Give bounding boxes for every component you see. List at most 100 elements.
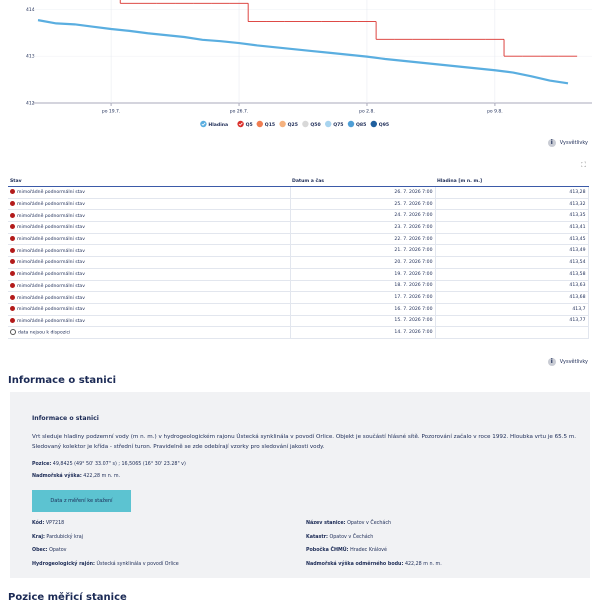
y-tick-label: 414 bbox=[26, 7, 35, 13]
date-cell: 21. 7. 2026 7:00 bbox=[290, 244, 436, 258]
status-icon bbox=[10, 329, 16, 336]
value: Hradec Králové bbox=[350, 548, 387, 553]
legend-swatch bbox=[370, 120, 377, 128]
label: Hydrogeologický rajón: bbox=[32, 561, 95, 567]
value: Opatov bbox=[49, 548, 67, 553]
status-icon bbox=[10, 201, 15, 207]
legend-item[interactable]: Q50 bbox=[302, 120, 321, 128]
section-heading: Pozice měřicí stanice bbox=[8, 592, 127, 603]
status-text: mimořádně podnormální stav bbox=[17, 213, 85, 219]
label: Nadmořská výška: bbox=[32, 474, 82, 479]
status-cell: mimořádně podnormální stav bbox=[8, 233, 291, 246]
value-cell: 413,28 bbox=[435, 186, 589, 199]
legend-item[interactable]: Q5 bbox=[237, 120, 253, 128]
y-tick-label: 412 bbox=[26, 101, 35, 107]
download-button[interactable]: Data z měření ke stažení bbox=[32, 490, 131, 512]
altitude: Nadmořská výška: 422,28 m n. m. bbox=[32, 474, 120, 479]
label: Katastr: bbox=[306, 534, 328, 540]
table-row: mimořádně podnormální stav 25. 7. 2026 7:… bbox=[8, 198, 589, 211]
table-row: mimořádně podnormální stav 20. 7. 2026 7:… bbox=[8, 256, 589, 269]
legend-swatch bbox=[237, 120, 244, 128]
label: Kód: bbox=[32, 521, 45, 526]
date-cell: 23. 7. 2026 7:00 bbox=[290, 221, 436, 234]
status-cell: mimořádně podnormální stav bbox=[8, 315, 291, 328]
info-icon: i bbox=[547, 358, 556, 366]
table-wrap: Stav Datum a čas Hladina [m n. m.] mimořádn… bbox=[8, 176, 589, 339]
header-cell: Hladina [m n. m.] bbox=[435, 176, 588, 187]
legend-item[interactable]: Hladina bbox=[200, 120, 228, 128]
section-heading: Informace o stanici bbox=[8, 375, 117, 386]
legend-swatch bbox=[279, 120, 286, 128]
header-cell: Datum a čas bbox=[290, 176, 435, 187]
value-cell: 413,77 bbox=[435, 315, 589, 328]
x-tick-label: po 26.7. bbox=[230, 109, 249, 115]
label: Název stanice: bbox=[306, 521, 346, 526]
status-text: mimořádně podnormální stav bbox=[17, 237, 85, 243]
status-icon bbox=[10, 294, 15, 300]
legend-label: Q50 bbox=[310, 122, 320, 128]
y-tick-label: 413 bbox=[26, 54, 35, 60]
value: 422,28 m n. m. bbox=[404, 561, 442, 567]
status-cell: mimořádně podnormální stav bbox=[8, 291, 291, 304]
date-cell: 26. 7. 2026 7:00 bbox=[290, 186, 436, 199]
value-cell: 413,35 bbox=[435, 209, 589, 223]
explanations-link[interactable]: i Vysvětlivky bbox=[547, 139, 588, 147]
table-row: mimořádně podnormální stav 23. 7. 2026 7:… bbox=[8, 221, 589, 234]
status-cell: mimořádně podnormální stav bbox=[8, 303, 291, 316]
status-icon bbox=[10, 259, 15, 265]
value: Opatov v Čechách bbox=[347, 521, 391, 526]
table-row: data nejsou k dispozici 14. 7. 2026 7:00 bbox=[8, 326, 589, 339]
status-cell: mimořádně podnormální stav bbox=[8, 280, 291, 293]
status-cell: mimořádně podnormální stav bbox=[8, 221, 291, 234]
status-text: mimořádně podnormální stav bbox=[17, 260, 85, 266]
status-text: mimořádně podnormální stav bbox=[17, 295, 85, 301]
value-cell: 413,41 bbox=[435, 221, 589, 234]
legend-swatch bbox=[200, 120, 207, 128]
link-text[interactable]: Vysvětlivky bbox=[559, 140, 588, 146]
table-row: mimořádně podnormální stav 22. 7. 2026 7:… bbox=[8, 233, 589, 246]
explanations-link[interactable]: i Vysvětlivky bbox=[547, 358, 588, 366]
status-text: mimořádně podnormální stav bbox=[17, 202, 85, 208]
table-row: mimořádně podnormální stav 15. 7. 2026 7:… bbox=[8, 315, 589, 328]
status-text: data nejsou k dispozici bbox=[18, 330, 71, 336]
status-icon bbox=[10, 306, 15, 312]
info-box: Informace o stanici Vrt sleduje hladiny … bbox=[10, 392, 590, 578]
data-table: Stav Datum a čas Hladina [m n. m.] mimořádn… bbox=[8, 176, 589, 339]
legend-check bbox=[238, 122, 243, 126]
status-text: mimořádně podnormální stav bbox=[17, 307, 85, 313]
legend-item[interactable]: Q75 bbox=[325, 120, 344, 128]
header-cell: Stav bbox=[8, 176, 290, 187]
value: 49,8425 (49° 50' 33.07" s) ; 16,5065 (16… bbox=[52, 462, 186, 467]
x-tick-label: po 2.8. bbox=[359, 109, 375, 115]
x-tick-label: po 9.8. bbox=[487, 109, 503, 115]
box-title: Informace o stanici bbox=[32, 415, 99, 422]
status-cell: mimořádně podnormální stav bbox=[8, 198, 291, 211]
legend-label: Hladina bbox=[208, 122, 228, 128]
attribute: Obec: Opatov bbox=[32, 548, 66, 553]
status-cell: mimořádně podnormální stav bbox=[8, 186, 291, 199]
description: Vrt sleduje hladiny podzemní vody (m n. … bbox=[32, 434, 577, 450]
legend-item[interactable]: Q15 bbox=[256, 120, 276, 128]
attribute: Kód: VP7218 bbox=[32, 521, 64, 526]
legend-label: Q5 bbox=[246, 122, 253, 128]
value-cell: 413,58 bbox=[435, 268, 589, 281]
date-cell: 20. 7. 2026 7:00 bbox=[290, 256, 436, 269]
date-cell: 24. 7. 2026 7:00 bbox=[290, 209, 436, 223]
legend-item[interactable]: Q85 bbox=[347, 120, 367, 128]
table-row: mimořádně podnormální stav 26. 7. 2026 7:… bbox=[8, 186, 589, 199]
legend-item[interactable]: Q25 bbox=[279, 120, 298, 128]
legend-item[interactable]: Q95 bbox=[370, 120, 390, 128]
legend-swatch bbox=[325, 120, 332, 128]
legend-label: Q95 bbox=[379, 122, 389, 128]
header-row: Stav Datum a čas Hladina [m n. m.] bbox=[8, 176, 588, 187]
attribute: Nadmořská výška odměrného bodu: 422,28 m… bbox=[306, 562, 442, 567]
status-icon bbox=[10, 189, 15, 195]
label: Kraj: bbox=[32, 534, 45, 540]
position: Pozice: 49,8425 (49° 50' 33.07" s) ; 16,… bbox=[32, 462, 186, 467]
table-row: mimořádně podnormální stav 16. 7. 2026 7:… bbox=[8, 303, 589, 316]
value-cell bbox=[435, 326, 589, 339]
legend-check bbox=[201, 122, 206, 126]
link-text[interactable]: Vysvětlivky bbox=[559, 359, 588, 365]
value-cell: 413,63 bbox=[435, 280, 589, 293]
expand-icon[interactable]: ⛶ bbox=[581, 161, 586, 169]
